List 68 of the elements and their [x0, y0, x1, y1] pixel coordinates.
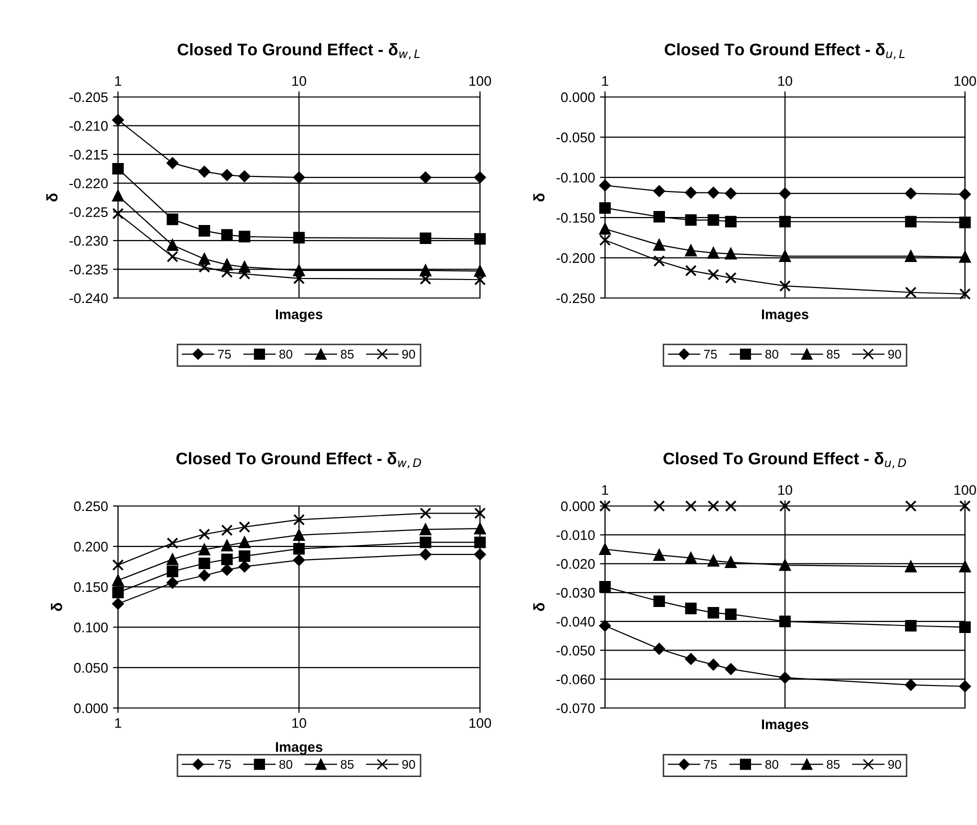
y-tick-label: 0.000 [561, 501, 595, 512]
y-tick-label: -0.020 [556, 559, 595, 569]
y-tick-label: 0.250 [74, 501, 108, 512]
y-tick-label: 0.200 [74, 542, 108, 552]
legend-label: 80 [765, 760, 778, 769]
y-tick-label: 0.000 [561, 92, 595, 102]
y-tick-label: 0.100 [74, 622, 108, 632]
legend-label: 80 [279, 760, 292, 769]
y-tick-label: -0.030 [556, 588, 595, 598]
chart-title: Closed To Ground Effect - δ$_{w,L}$ [178, 43, 420, 60]
y-axis-title: δ [533, 603, 545, 611]
x-tick-label: 10 [292, 718, 306, 728]
x-tick-label: 10 [778, 76, 792, 86]
x-tick-label: 100 [954, 485, 976, 495]
y-tick-label: 0.050 [74, 662, 108, 673]
legend-label: 75 [704, 760, 717, 769]
y-axis-title: δ [50, 603, 62, 611]
y-axis-title: δ [46, 194, 58, 202]
x-tick-label: 100 [469, 76, 492, 86]
legend-label: 90 [402, 760, 416, 769]
y-tick-label: -0.050 [556, 646, 595, 656]
x-axis-title: Images [276, 310, 322, 322]
legend-label: 85 [826, 760, 840, 769]
x-tick-label: 100 [469, 718, 492, 728]
legend-label: 90 [888, 350, 902, 359]
y-tick-label: -0.240 [70, 293, 108, 304]
x-tick-label: 1 [602, 76, 608, 86]
x-axis-title: Images [762, 720, 808, 732]
chart-title: Closed To Ground Effect - δ$_{u,L}$ [664, 43, 905, 60]
x-tick-label: 1 [602, 485, 608, 495]
x-tick-label: 10 [292, 76, 306, 86]
y-tick-label: -0.225 [70, 207, 108, 218]
y-tick-label: -0.100 [556, 172, 595, 183]
legend-label: 80 [279, 350, 292, 359]
y-tick-label: -0.070 [556, 703, 595, 714]
y-tick-label: -0.235 [70, 264, 108, 274]
y-tick-label: -0.215 [70, 150, 108, 160]
x-axis-title: Images [276, 742, 322, 755]
legend-label: 75 [218, 760, 231, 769]
x-tick-label: 1 [115, 718, 122, 728]
chart-title: Closed To Ground Effect - δ$_{u,D}$ [664, 452, 906, 468]
y-tick-label: -0.060 [556, 674, 595, 684]
legend-label: 90 [888, 760, 902, 769]
chart-title: Closed To Ground Effect - δ$_{w,D}$ [176, 452, 422, 468]
y-tick-label: -0.200 [556, 253, 595, 263]
x-tick-label: 100 [954, 76, 976, 86]
y-tick-label: -0.205 [70, 92, 108, 102]
x-axis-title: Images [762, 310, 808, 322]
y-tick-label: -0.230 [70, 236, 108, 246]
y-tick-label: -0.210 [70, 121, 108, 131]
legend-label: 85 [826, 350, 840, 359]
legend-label: 75 [704, 350, 717, 359]
legend-label: 85 [340, 760, 354, 769]
legend-label: 75 [218, 350, 231, 359]
y-tick-label: 0.000 [74, 703, 108, 714]
legend-label: 85 [340, 350, 354, 359]
y-tick-label: -0.150 [556, 212, 595, 223]
x-tick-label: 1 [115, 76, 122, 86]
legend-label: 80 [765, 350, 778, 359]
y-tick-label: -0.050 [556, 132, 595, 142]
y-tick-label: -0.220 [70, 178, 108, 188]
x-tick-label: 10 [778, 485, 792, 495]
legend-label: 90 [402, 350, 416, 359]
y-axis-title: δ [533, 194, 545, 202]
y-tick-label: 0.150 [74, 582, 108, 592]
y-tick-label: -0.010 [556, 530, 595, 540]
y-tick-label: -0.040 [556, 616, 595, 627]
y-tick-label: -0.250 [556, 293, 595, 304]
